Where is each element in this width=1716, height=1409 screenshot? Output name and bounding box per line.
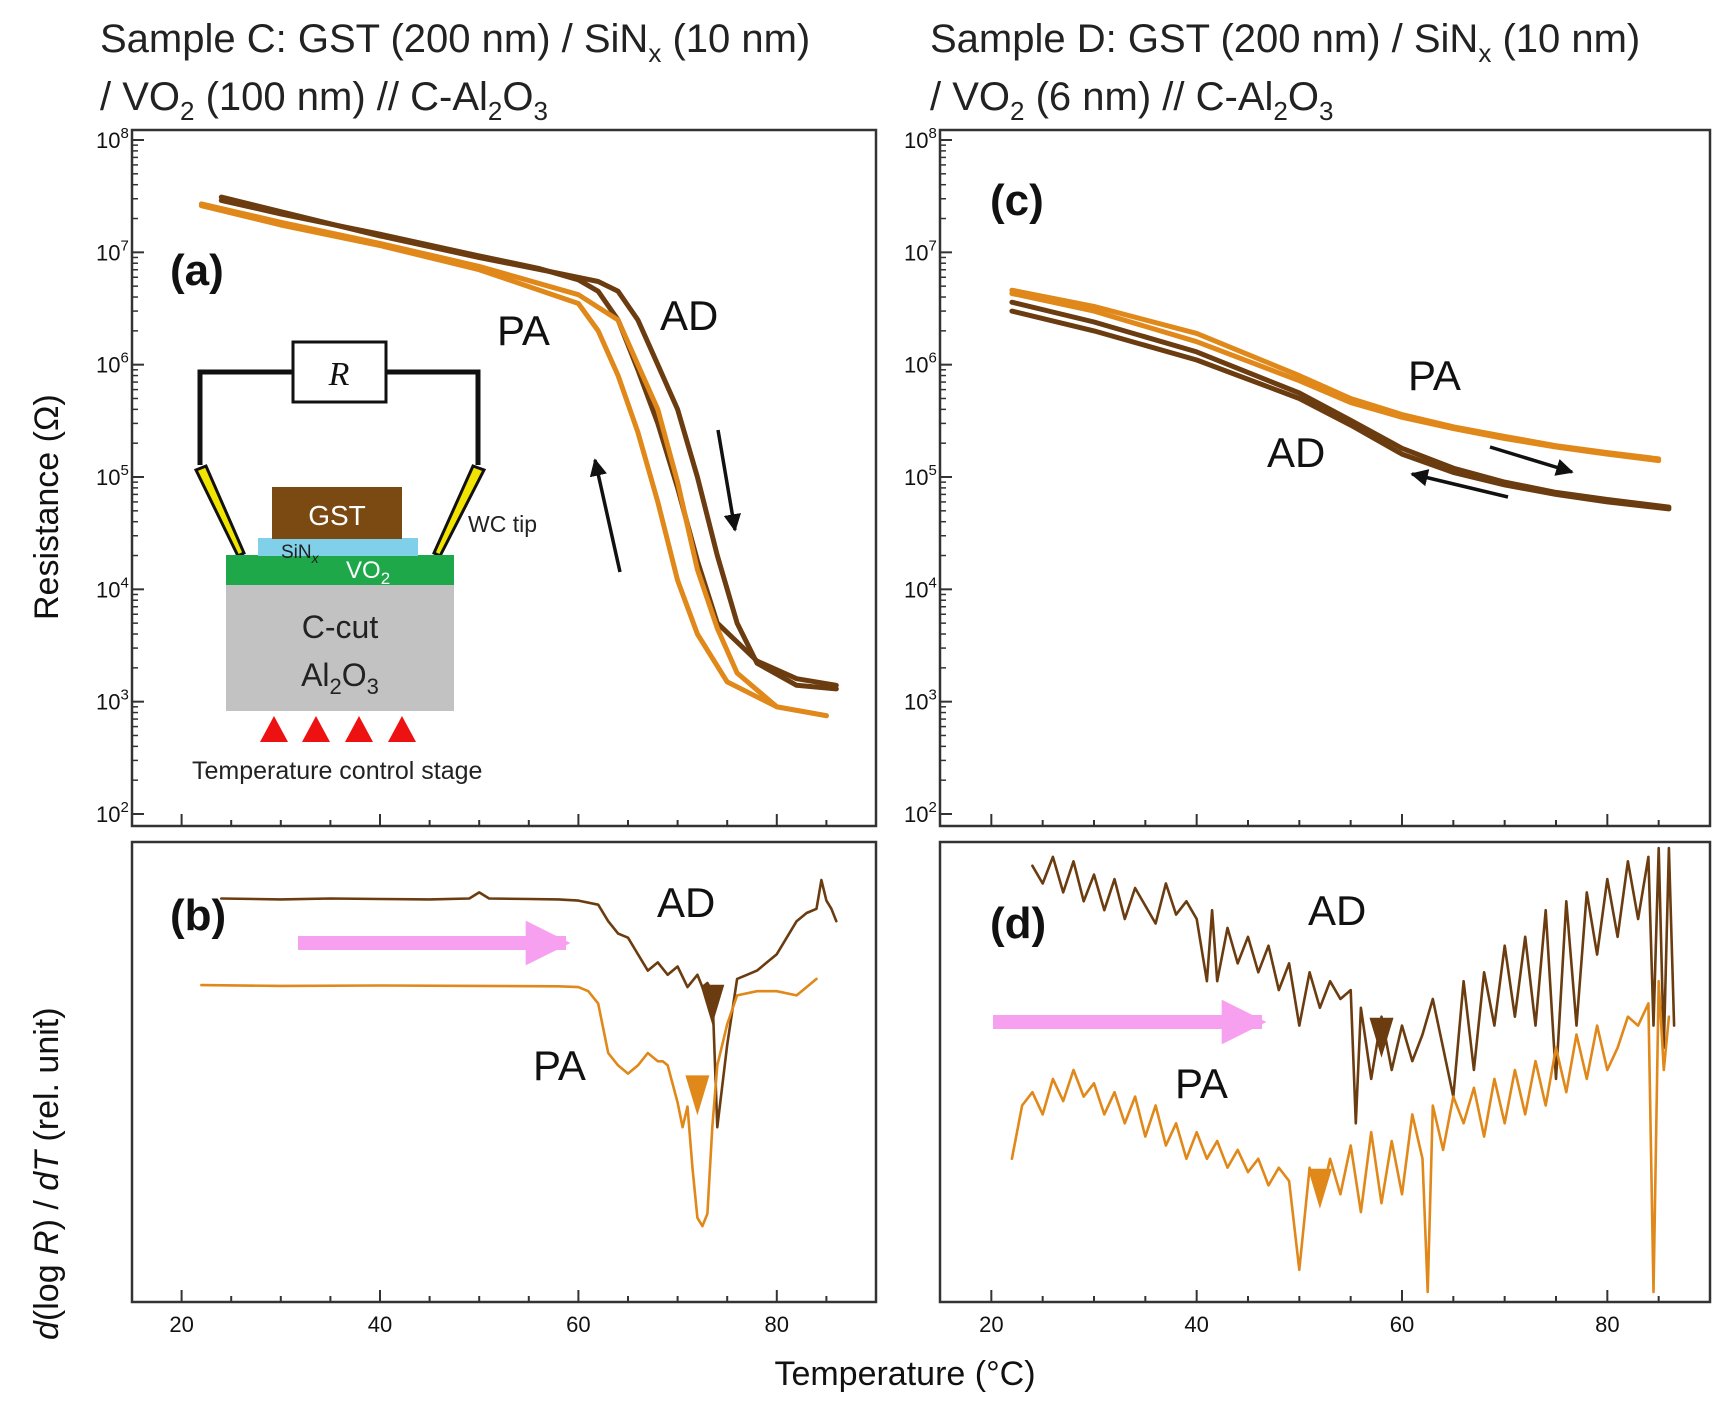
marker-d-pa xyxy=(1307,1168,1332,1209)
marker-d-ad xyxy=(1369,1017,1394,1058)
x-tick-label: 40 xyxy=(1184,1312,1208,1337)
y-tick-label: 105 xyxy=(96,462,129,490)
inset-measurement-diagram: R GST SiNx VO2 C-cut Al2O3 WC tip Temper… xyxy=(192,340,537,785)
series-c-pa-cooling xyxy=(1009,291,1662,464)
x-tick-label: 20 xyxy=(169,1312,193,1337)
label-ad-d: AD xyxy=(1308,887,1366,934)
x-tick-label: 60 xyxy=(566,1312,590,1337)
markers-layer xyxy=(685,984,1394,1209)
heat-triangle-3 xyxy=(345,716,373,742)
frame-a xyxy=(130,128,878,828)
arrow-heating-c xyxy=(1489,445,1574,476)
x-tick-label: 20 xyxy=(979,1312,1003,1337)
label-ad-c: AD xyxy=(1267,429,1325,476)
arrow-cooling-c xyxy=(1410,469,1509,499)
label-pa-b: PA xyxy=(533,1042,586,1089)
x-tick-label: 40 xyxy=(368,1312,392,1337)
label-pa-c: PA xyxy=(1408,352,1461,399)
panel-label-b: (b) xyxy=(170,891,226,940)
wc-tip-text: WC tip xyxy=(468,511,537,537)
x-tick-label: 80 xyxy=(765,1312,789,1337)
y-tick-label: 105 xyxy=(904,462,937,490)
series-a-pa-cooling xyxy=(198,203,829,719)
y-tick-label: 108 xyxy=(96,125,129,153)
arrow-heating-a xyxy=(716,429,741,532)
vo2-layer xyxy=(226,555,454,585)
series-c-ad-heating xyxy=(1009,308,1672,512)
y-tick-label: 106 xyxy=(96,350,129,378)
series-d-pa xyxy=(1010,979,1671,1294)
series-d-ad xyxy=(1031,846,1676,1125)
title-d-line1: Sample D: GST (200 nm) / SiNx (10 nm) xyxy=(930,17,1640,68)
y-tick-label: 102 xyxy=(904,799,937,827)
y-tick-label: 103 xyxy=(96,687,129,715)
title-c-line2: / VO2 (100 nm) // C-Al2O3 xyxy=(100,75,548,126)
label-ad-b: AD xyxy=(657,879,715,926)
frame-d xyxy=(938,840,1712,1304)
series-b-ad xyxy=(220,878,838,1129)
gst-text: GST xyxy=(308,500,366,531)
marker-b-pa xyxy=(685,1075,710,1116)
axis-ticks: 20 40 60 80 20 40 60 80 102 103 104 105 106 107 108 102… xyxy=(96,125,1711,1337)
title-c-line1: Sample C: GST (200 nm) / SiNx (10 nm) xyxy=(100,17,810,68)
panel-label-c: (c) xyxy=(990,176,1044,225)
y-tick-label: 107 xyxy=(96,237,129,265)
frame-c xyxy=(938,128,1712,828)
y-axis-label-derivative: d(log R) / dT (rel. unit) xyxy=(28,1007,66,1340)
resistor-box xyxy=(291,340,388,404)
wire xyxy=(197,369,481,465)
heat-triangle-1 xyxy=(260,716,288,742)
x-tick-label: 60 xyxy=(1390,1312,1414,1337)
resistor-label: R xyxy=(328,356,350,393)
sinx-text: SiNx xyxy=(281,542,320,566)
heat-triangle-2 xyxy=(302,716,330,742)
y-tick-label: 104 xyxy=(96,574,129,602)
y-axis-label-resistance: Resistance (Ω) xyxy=(28,394,66,620)
panel-label-d: (d) xyxy=(990,899,1046,948)
y-tick-label: 103 xyxy=(904,687,937,715)
series-c-ad-cooling xyxy=(1009,299,1672,510)
stage-text: Temperature control stage xyxy=(192,757,482,785)
series-layer xyxy=(198,194,1676,1294)
gst-layer xyxy=(272,487,402,539)
y-tick-label: 102 xyxy=(96,799,129,827)
marker-b-ad xyxy=(700,984,725,1025)
label-pa-d: PA xyxy=(1175,1060,1228,1107)
vo2-text: VO2 xyxy=(346,557,390,588)
substrate-text-2: Al2O3 xyxy=(301,657,379,699)
series-b-pa xyxy=(200,977,818,1228)
left-tip xyxy=(193,464,246,559)
y-tick-label: 104 xyxy=(904,574,937,602)
sinx-layer xyxy=(258,538,418,556)
y-tick-label: 106 xyxy=(904,350,937,378)
y-tick-label: 107 xyxy=(904,237,937,265)
y-tick-label: 108 xyxy=(904,125,937,153)
label-pa-a: PA xyxy=(497,307,550,354)
substrate xyxy=(226,583,454,711)
x-tick-label: 80 xyxy=(1595,1312,1619,1337)
frame-b xyxy=(130,840,878,1304)
substrate-text-1: C-cut xyxy=(302,609,379,645)
heat-triangle-4 xyxy=(388,716,416,742)
x-axis-label: Temperature (°C) xyxy=(774,1355,1035,1393)
panel-label-a: (a) xyxy=(170,246,224,295)
title-d-line2: / VO2 (6 nm) // C-Al2O3 xyxy=(930,75,1333,126)
label-ad-a: AD xyxy=(660,292,718,339)
arrow-cooling-a xyxy=(589,458,622,573)
